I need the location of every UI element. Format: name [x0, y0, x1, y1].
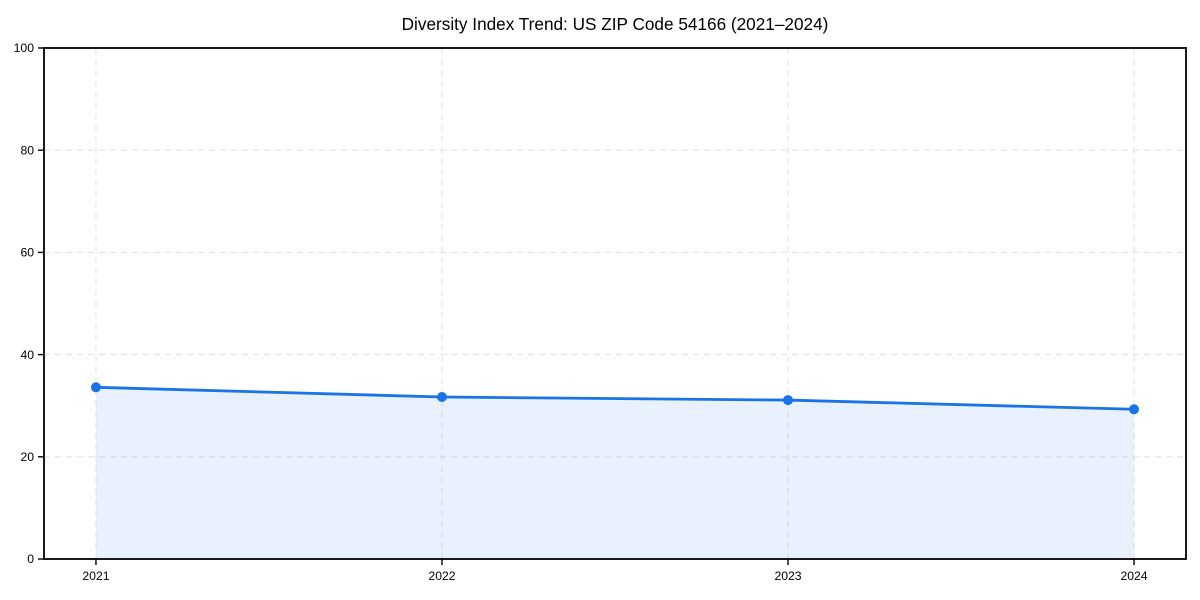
x-tick-label: 2021 — [82, 569, 109, 583]
area-fill — [95, 387, 1135, 559]
plot-area: 0 20 40 60 80 100 2021 2022 2023 2024 — [14, 41, 1187, 583]
x-tick-label: 2024 — [1120, 569, 1147, 583]
data-point-2024 — [1129, 404, 1140, 415]
y-tick-label: 20 — [20, 450, 34, 464]
plot-border — [43, 47, 1187, 560]
data-point-2022 — [436, 392, 447, 403]
trend-line — [94, 385, 1136, 411]
data-point-2021 — [90, 382, 101, 393]
data-point-2023 — [783, 395, 794, 406]
x-tick-label: 2023 — [774, 569, 801, 583]
y-tick-label: 100 — [14, 41, 35, 55]
y-tick-label: 80 — [20, 143, 34, 157]
y-tick-label: 60 — [20, 246, 34, 260]
chart-title: Diversity Index Trend: US ZIP Code 54166… — [402, 14, 829, 34]
x-tick-label: 2022 — [428, 569, 455, 583]
y-tick-label: 40 — [20, 348, 34, 362]
y-tick-label: 0 — [27, 552, 34, 566]
